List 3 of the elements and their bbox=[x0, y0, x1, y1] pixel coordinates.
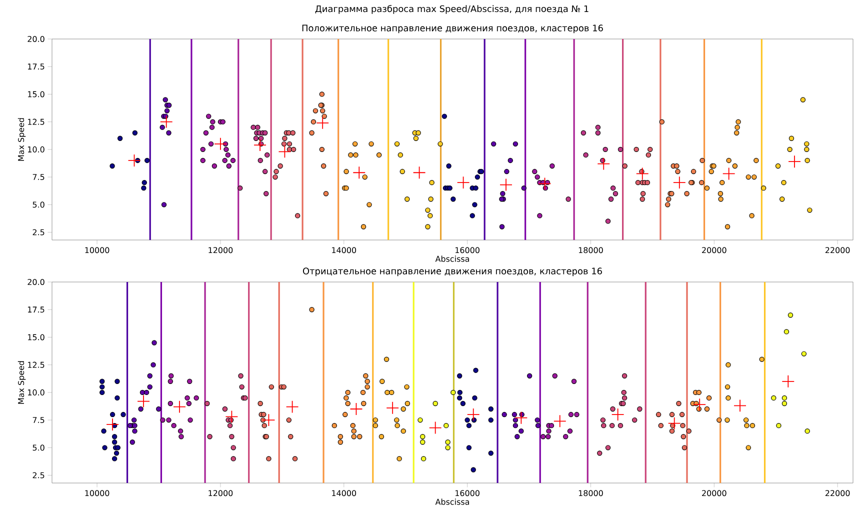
chart-title: Диаграмма разброса max Speed/Abscissa, для поезда № 1 bbox=[315, 5, 588, 14]
chart-subtitle: Отрицательное направление движения поездов, кластеров 16 bbox=[302, 268, 602, 276]
chart-subtitle: Положительное направление движения поездов, кластеров 16 bbox=[302, 24, 603, 34]
